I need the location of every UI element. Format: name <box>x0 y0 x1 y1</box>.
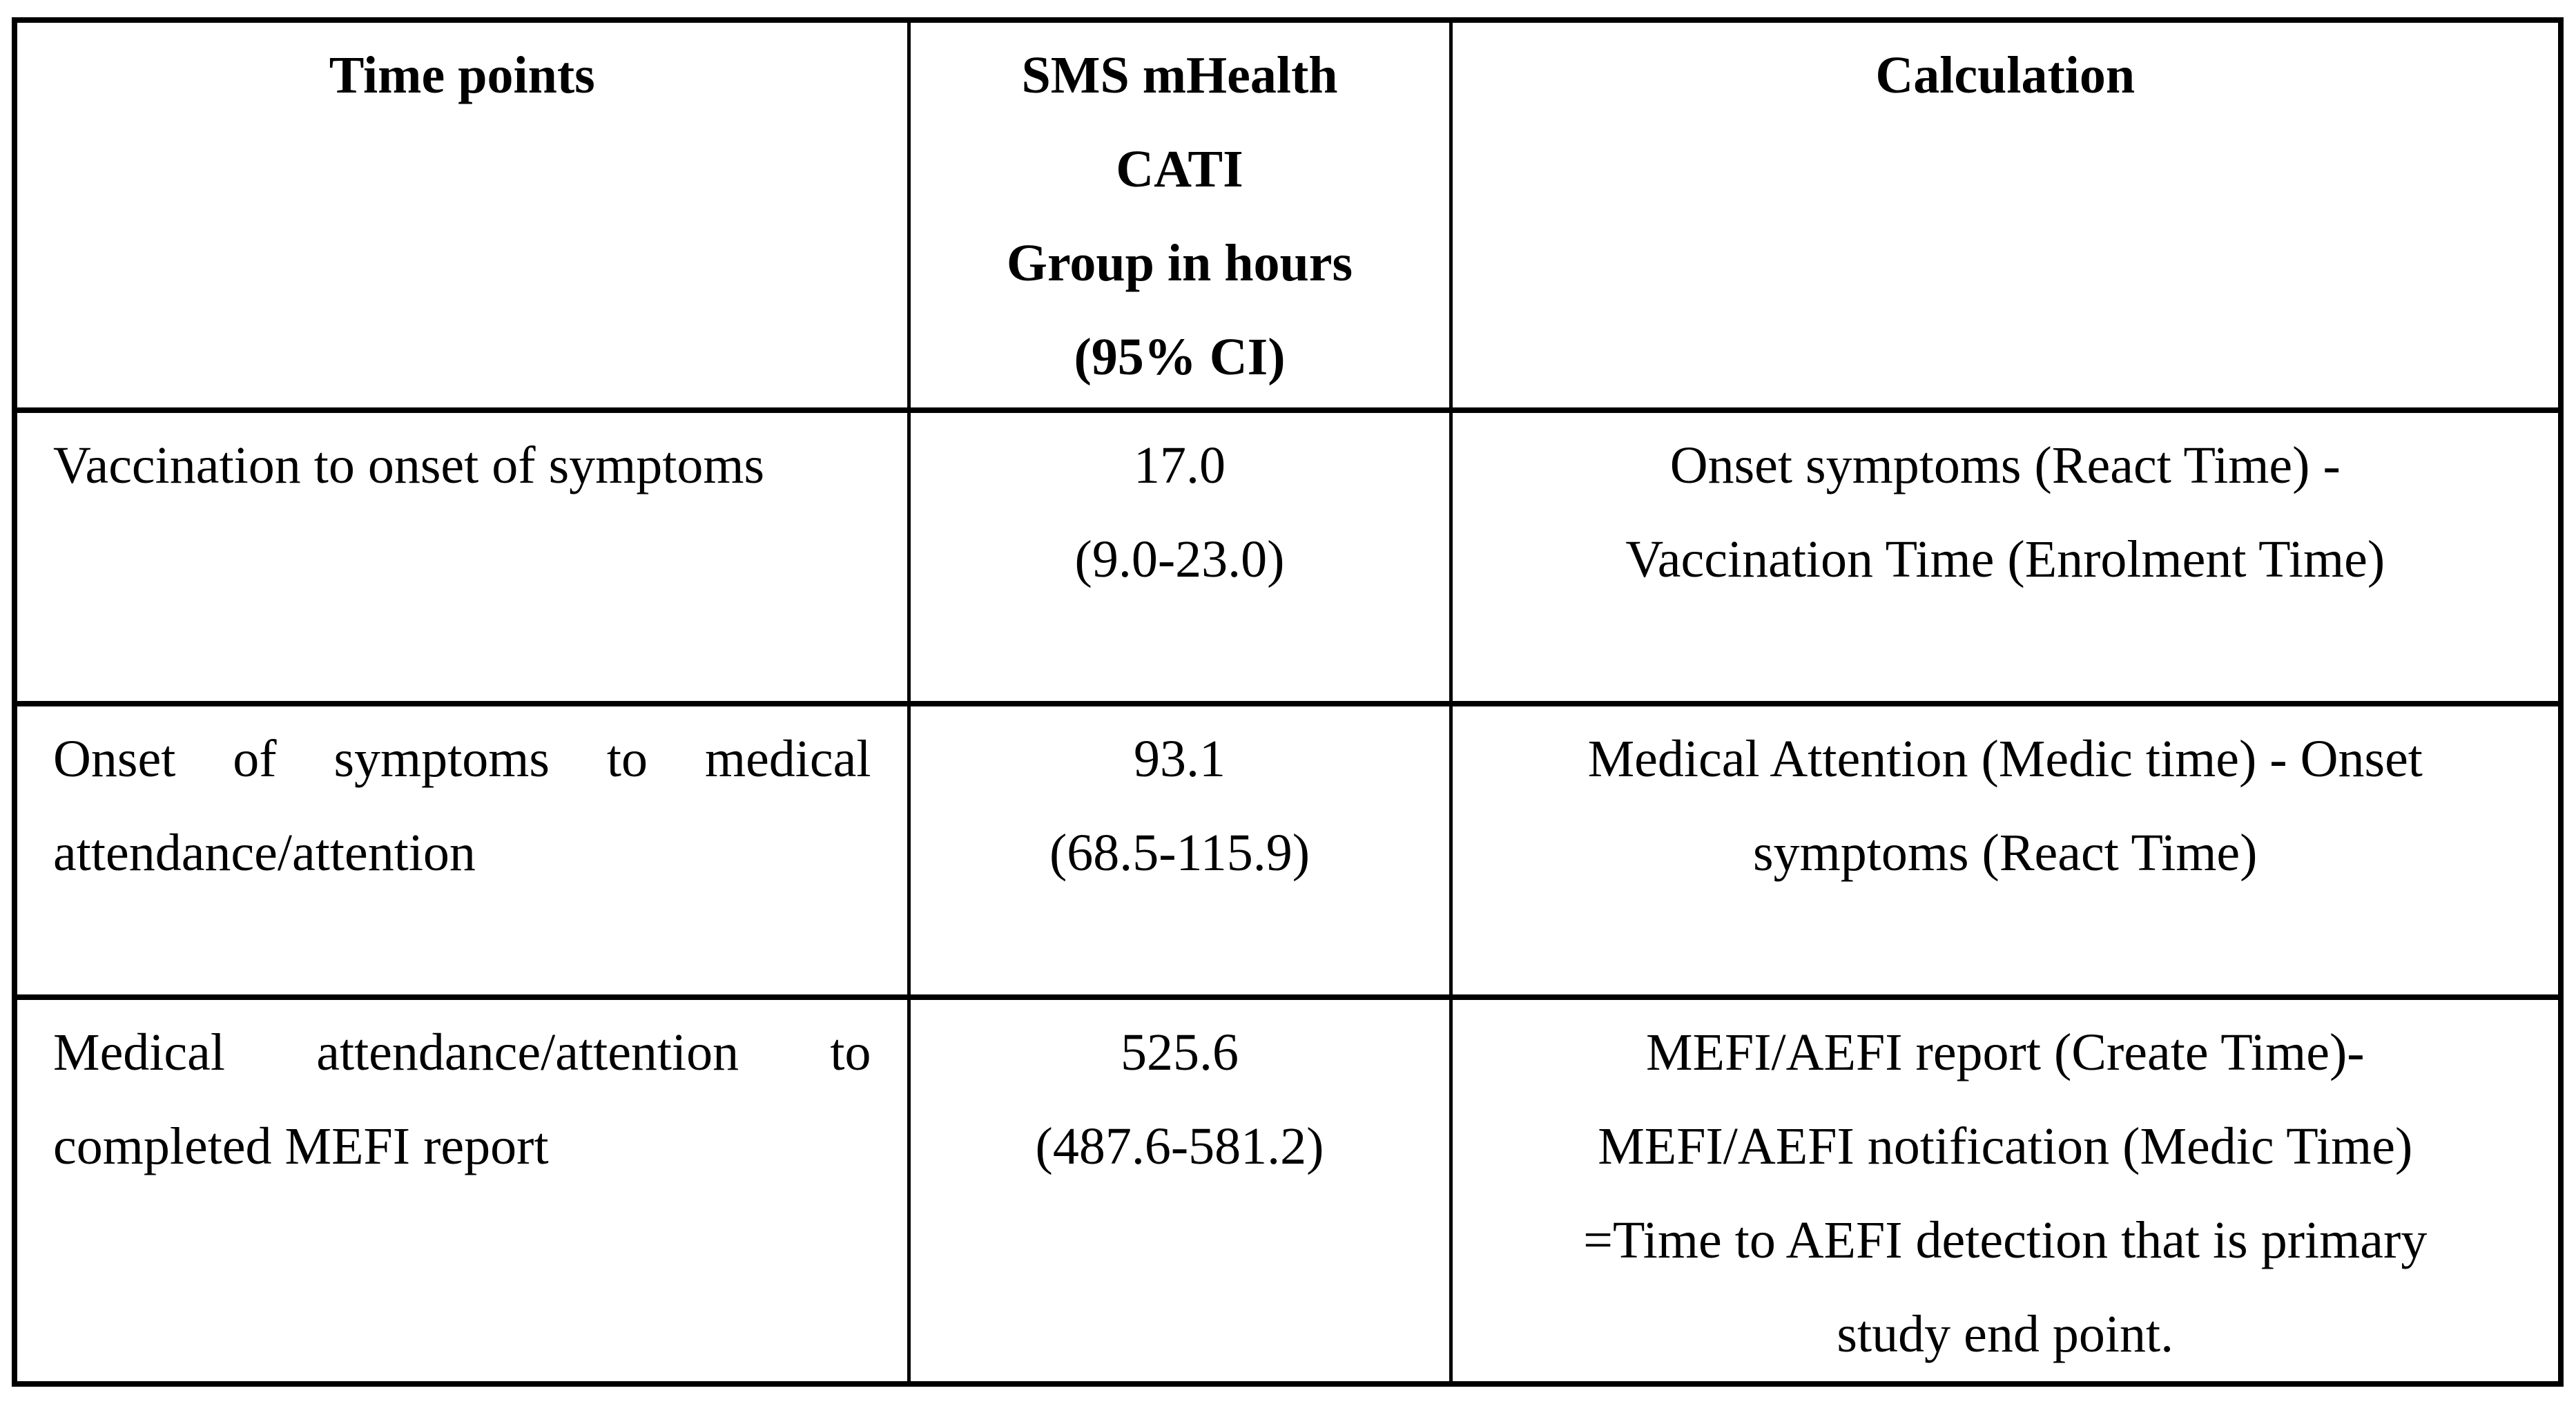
header-label-group-line: Group in hours <box>1006 234 1353 292</box>
median-value: 93.1 <box>1134 730 1226 788</box>
header-row: Time points SMS mHealth CATI Group in ho… <box>12 17 2563 413</box>
calculation-text-line: =Time to AEFI detection that is primary <box>1583 1211 2428 1269</box>
header-label-calculation: Calculation <box>1875 46 2136 104</box>
table-row-attendance-to-report: Medical attendance/attention to complete… <box>12 994 2563 1387</box>
time-point-text: Onset of symptoms to medical <box>53 730 871 788</box>
confidence-interval: (487.6-581.2) <box>1035 1117 1324 1175</box>
cell-value: 525.6 (487.6-581.2) <box>907 994 1453 1387</box>
median-value: 17.0 <box>1134 436 1226 494</box>
header-label-group-line: SMS mHealth <box>1021 46 1338 104</box>
calculation-text-line: Medical Attention (Medic time) - Onset <box>1587 730 2423 788</box>
calculation-text-line: study end point. <box>1837 1305 2174 1363</box>
median-value: 525.6 <box>1121 1023 1239 1081</box>
cell-value: 17.0 (9.0-23.0) <box>907 407 1453 706</box>
cell-time-point: Medical attendance/attention to complete… <box>12 994 911 1387</box>
confidence-interval: (68.5-115.9) <box>1049 824 1310 882</box>
timepoints-table: Time points SMS mHealth CATI Group in ho… <box>12 17 2564 1387</box>
confidence-interval: (9.0-23.0) <box>1074 530 1285 588</box>
table-row-onset-to-attendance: Onset of symptoms to medical attendance/… <box>12 701 2563 1000</box>
header-cell-calculation: Calculation <box>1449 17 2563 413</box>
cell-value: 93.1 (68.5-115.9) <box>907 701 1453 1000</box>
cell-calculation: Medical Attention (Medic time) - Onset s… <box>1449 701 2563 1000</box>
header-label-group-line: CATI <box>1116 140 1243 198</box>
header-label-time-points: Time points <box>329 46 595 104</box>
header-cell-group: SMS mHealth CATI Group in hours (95% CI) <box>907 17 1453 413</box>
calculation-text-line: MEFI/AEFI report (Create Time)- <box>1645 1023 2365 1081</box>
calculation-text-line: Onset symptoms (React Time) - <box>1669 436 2341 494</box>
table-row-vaccination-to-onset: Vaccination to onset of symptoms 17.0 (9… <box>12 407 2563 706</box>
calculation-text-line: MEFI/AEFI notification (Medic Time) <box>1598 1117 2413 1175</box>
cell-time-point: Vaccination to onset of symptoms <box>12 407 911 706</box>
time-point-text: attendance/attention <box>53 824 476 882</box>
header-cell-time-points: Time points <box>12 17 911 413</box>
header-label-group-line: (95% CI) <box>1074 328 1286 386</box>
time-point-text: Medical attendance/attention to <box>53 1023 871 1081</box>
time-point-text: Vaccination to onset of symptoms <box>53 436 765 494</box>
calculation-text-line: Vaccination Time (Enrolment Time) <box>1625 530 2385 588</box>
calculation-text-line: symptoms (React Time) <box>1753 824 2258 882</box>
time-point-text: completed MEFI report <box>53 1117 549 1175</box>
cell-time-point: Onset of symptoms to medical attendance/… <box>12 701 911 1000</box>
cell-calculation: MEFI/AEFI report (Create Time)- MEFI/AEF… <box>1449 994 2563 1387</box>
cell-calculation: Onset symptoms (React Time) - Vaccinatio… <box>1449 407 2563 706</box>
